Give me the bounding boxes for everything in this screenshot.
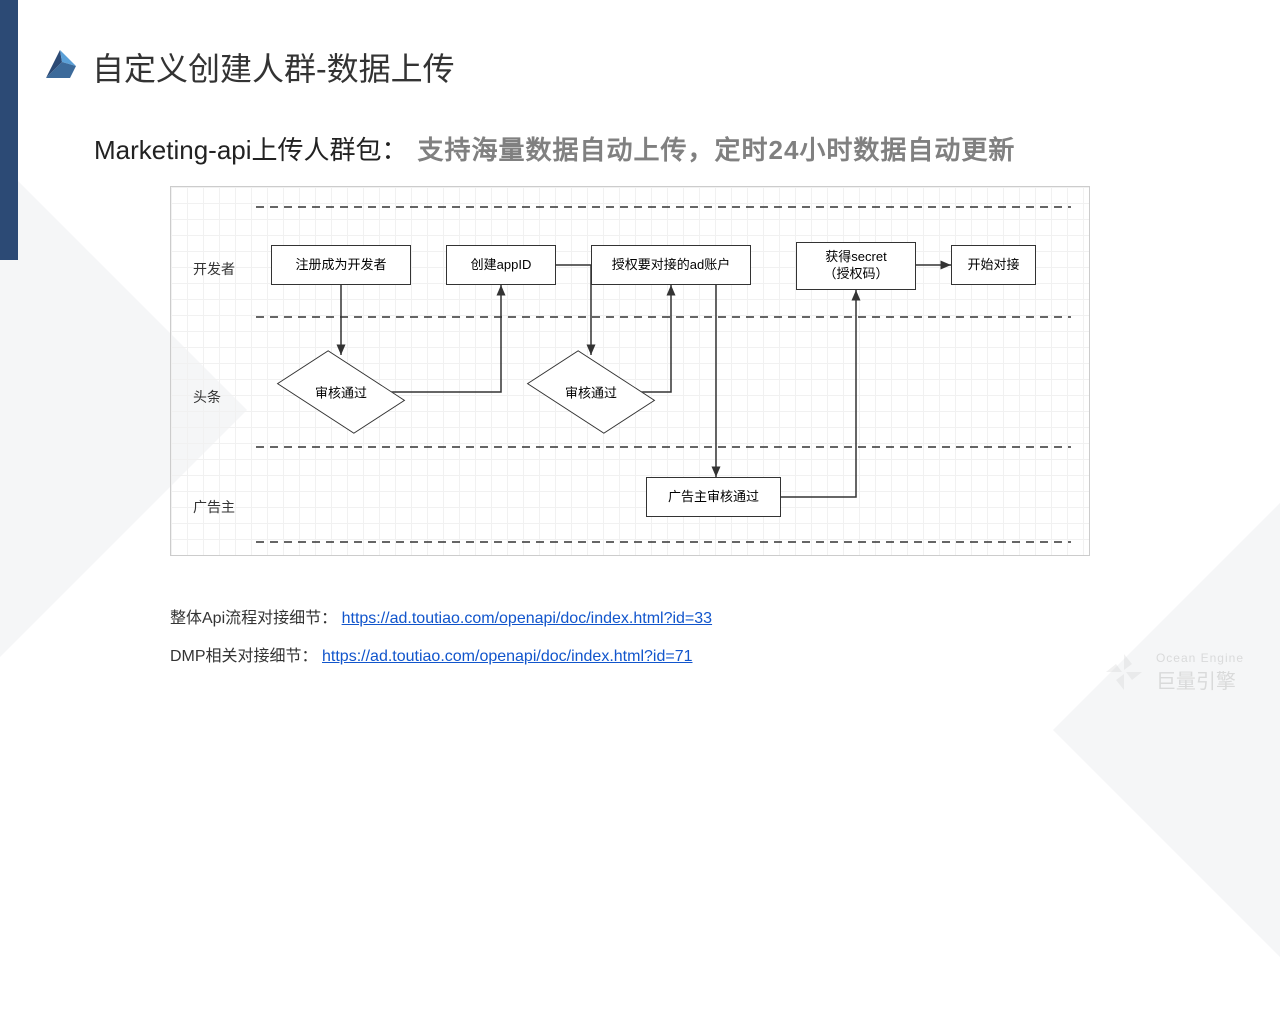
flow-diagram: 开发者头条广告主 注册成为开发者审核通过 创建appID 审核通过 授权要对接的ad账户… <box>170 186 1090 556</box>
lane-label-toutiao: 头条 <box>193 387 221 407</box>
lane-label-advertiser: 广告主 <box>193 497 235 517</box>
lane-label-dev: 开发者 <box>193 259 235 279</box>
flow-node-d2: 审核通过 <box>546 362 636 422</box>
flow-node-n6: 开始对接 <box>951 245 1036 285</box>
flow-node-n3: 授权要对接的ad账户 <box>591 245 751 285</box>
footer-logo: Ocean Engine 巨量引擎 <box>1102 650 1244 694</box>
dmp-link[interactable]: https://ad.toutiao.com/openapi/doc/index… <box>322 648 692 665</box>
flow-node-n4: 广告主审核通过 <box>646 477 781 517</box>
footer-cn: 巨量引擎 <box>1156 665 1244 694</box>
logo-icon <box>42 44 82 89</box>
subtitle-label: Marketing-api上传人群包： <box>94 130 408 167</box>
flow-node-n5: 获得secret（授权码） <box>796 242 916 290</box>
reference-links: 整体Api流程对接细节： https://ad.toutiao.com/open… <box>170 600 712 677</box>
subtitle-desc: 支持海量数据自动上传，定时24小时数据自动更新 <box>418 130 1016 167</box>
dmp-link-label: DMP相关对接细节： <box>170 648 318 665</box>
flow-node-n2: 创建appID <box>446 245 556 285</box>
page-title: 自定义创建人群-数据上传 <box>92 44 455 90</box>
footer-en: Ocean Engine <box>1156 651 1244 665</box>
api-link-label: 整体Api流程对接细节： <box>170 610 337 627</box>
flow-node-d1: 审核通过 <box>296 362 386 422</box>
accent-bar <box>0 0 18 260</box>
subtitle: Marketing-api上传人群包： 支持海量数据自动上传，定时24小时数据自… <box>94 130 1015 167</box>
flow-node-n1: 注册成为开发者 <box>271 245 411 285</box>
api-link[interactable]: https://ad.toutiao.com/openapi/doc/index… <box>342 610 712 627</box>
